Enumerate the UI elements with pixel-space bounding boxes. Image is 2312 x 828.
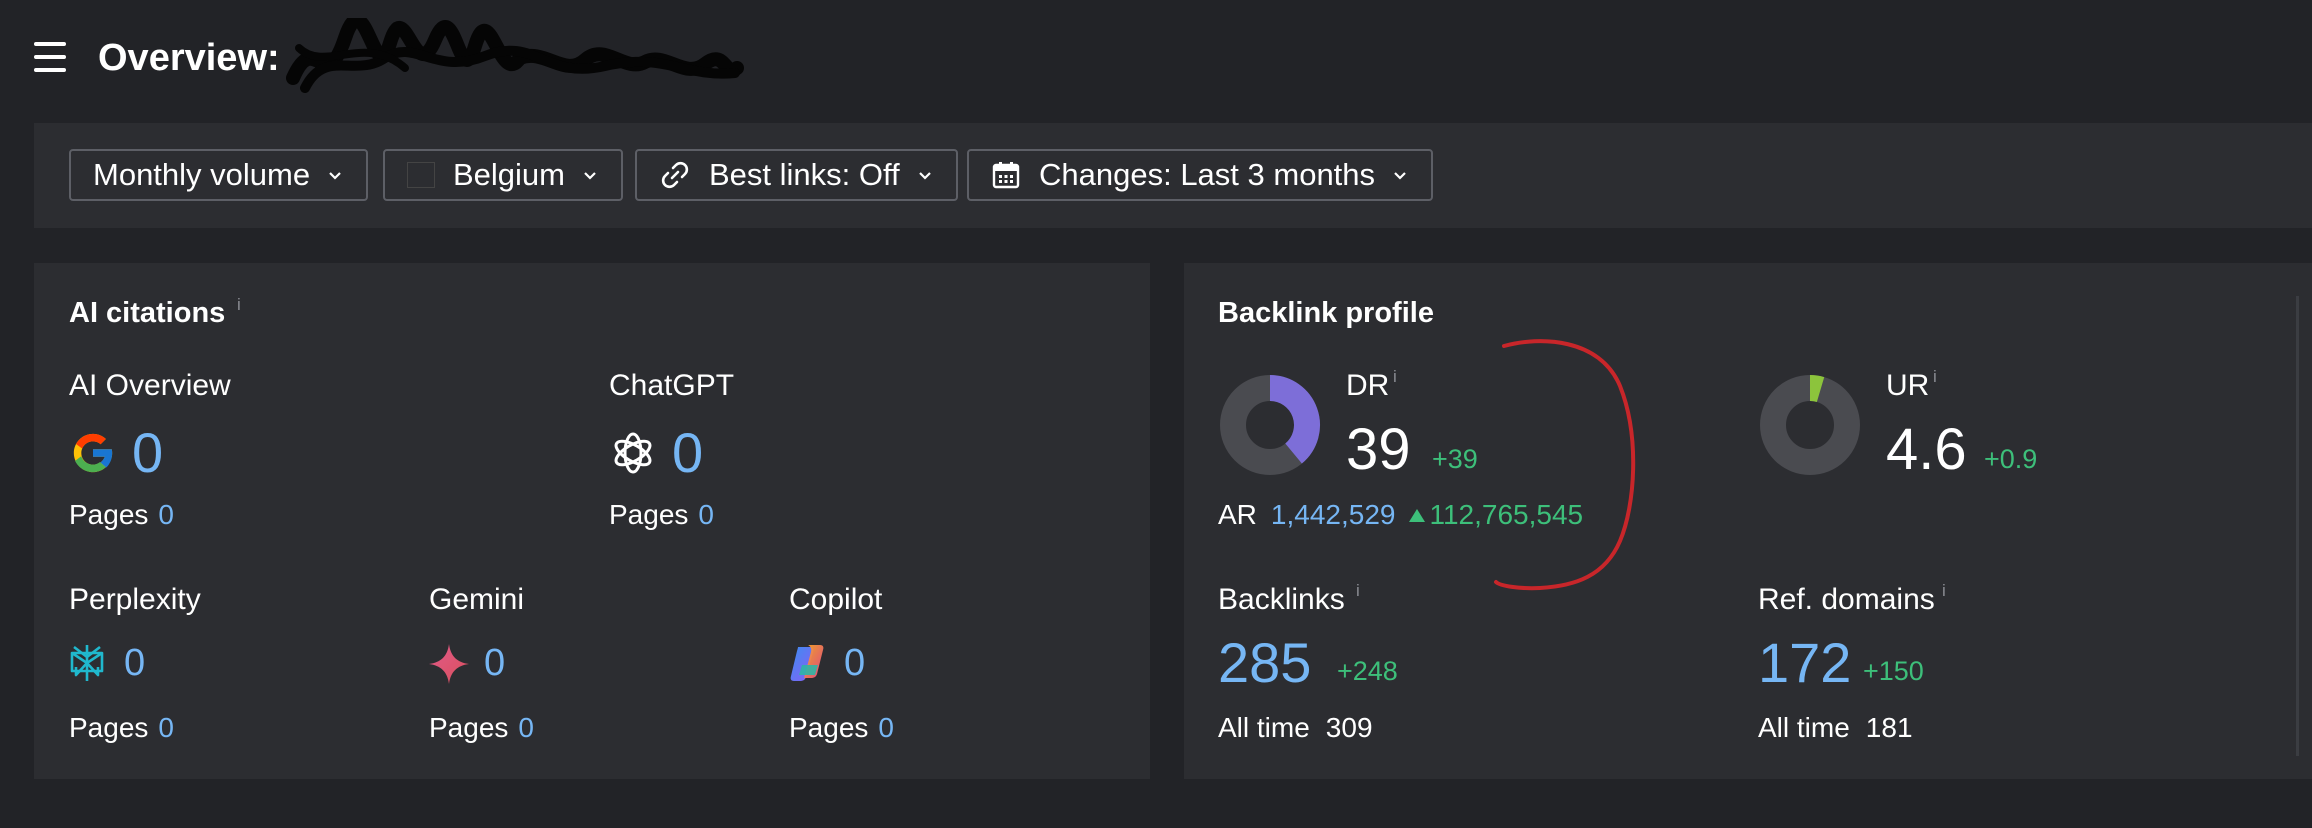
backlinks-delta: +248 xyxy=(1337,656,1398,686)
backlinks-value[interactable]: 285 xyxy=(1218,631,1312,694)
redaction-scribble xyxy=(286,18,744,93)
gemini-value[interactable]: 0 xyxy=(484,642,506,684)
perplexity-label: Perplexity xyxy=(69,583,201,616)
page-title: Overview: xyxy=(98,37,280,79)
ai-citations-card: AI citations i AI Overview 0 Pages 0 Chat… xyxy=(34,263,1150,779)
chatgpt-label: ChatGPT xyxy=(609,369,735,402)
chevron-down-icon xyxy=(584,172,596,180)
openai-icon xyxy=(614,432,652,474)
ref-domains-all-time-value: 181 xyxy=(1865,712,1913,743)
gemini-label: Gemini xyxy=(429,583,525,616)
country-dropdown[interactable]: Belgium xyxy=(383,149,623,201)
ur-delta: +0.9 xyxy=(1984,444,2038,474)
perplexity-value[interactable]: 0 xyxy=(124,642,146,684)
chatgpt-pages: Pages 0 xyxy=(609,499,714,531)
all-time-label: All time xyxy=(1218,712,1310,743)
red-annotation-mark xyxy=(1494,339,1636,591)
volume-label: Monthly volume xyxy=(93,157,311,192)
dr-value: 39 xyxy=(1346,417,1411,482)
ref-domains-delta: +150 xyxy=(1863,656,1924,686)
filter-bar: Monthly volume Belgium Best links: Off C… xyxy=(34,123,2312,228)
perplexity-pages: Pages 0 xyxy=(69,712,174,744)
chevron-down-icon xyxy=(329,172,341,180)
ur-donut-track xyxy=(1760,375,1860,475)
pages-label: Pages xyxy=(609,499,689,530)
ur-info-icon[interactable]: i xyxy=(1933,367,1937,386)
all-time-label: All time xyxy=(1758,712,1850,743)
gemini-icon xyxy=(429,644,469,684)
copilot-label: Copilot xyxy=(789,583,883,616)
pages-label: Pages xyxy=(789,712,869,743)
calendar-icon xyxy=(992,162,1020,189)
dr-donut-fill xyxy=(1269,375,1320,464)
copilot-pages: Pages 0 xyxy=(789,712,894,744)
chatgpt-value[interactable]: 0 xyxy=(672,421,704,484)
ref-domains-all-time: All time 181 xyxy=(1758,712,1913,744)
copilot-icon xyxy=(790,645,824,681)
dr-label: DR xyxy=(1346,369,1390,402)
link-icon xyxy=(661,161,689,189)
pages-label: Pages xyxy=(429,712,509,743)
ar-label: AR xyxy=(1218,499,1257,530)
ref-domains-label: Ref. domains xyxy=(1758,583,1935,616)
ai-citations-title: AI citations xyxy=(69,297,226,329)
chevron-down-icon xyxy=(918,172,931,180)
copilot-value[interactable]: 0 xyxy=(844,642,866,684)
menu-icon[interactable] xyxy=(34,42,66,72)
backlink-profile-title: Backlink profile xyxy=(1218,297,1434,329)
volume-dropdown[interactable]: Monthly volume xyxy=(69,149,369,201)
ref-domains-value[interactable]: 172 xyxy=(1758,631,1852,694)
ar-value[interactable]: 1,442,529 xyxy=(1270,499,1396,530)
dr-delta: +39 xyxy=(1432,444,1478,474)
pages-label: Pages xyxy=(69,712,149,743)
best-links-dropdown[interactable]: Best links: Off xyxy=(635,149,958,201)
dr-info-icon[interactable]: i xyxy=(1393,367,1397,386)
ar-delta-value: 112,765,545 xyxy=(1429,499,1584,530)
backlink-profile-card: Backlink profile DR i 39 +39 AR 1,442,529… xyxy=(1184,263,2312,779)
backlinks-info-icon[interactable]: i xyxy=(1356,581,1360,600)
ur-label: UR xyxy=(1886,369,1930,402)
perplexity-icon xyxy=(70,645,104,681)
ai-overview-pages-value[interactable]: 0 xyxy=(158,499,174,530)
ai-overview-value[interactable]: 0 xyxy=(132,421,164,484)
perplexity-pages-value[interactable]: 0 xyxy=(158,712,174,743)
scrollbar[interactable] xyxy=(2296,296,2299,756)
ur-donut-fill xyxy=(1809,374,1825,403)
changes-label: Changes: Last 3 months xyxy=(1039,157,1376,192)
backlinks-all-time-value: 309 xyxy=(1325,712,1373,743)
info-icon[interactable]: i xyxy=(237,295,241,314)
google-icon xyxy=(73,433,114,473)
ur-value: 4.6 xyxy=(1886,417,1967,482)
ar-row: AR 1,442,529 112,765,545 xyxy=(1218,499,1583,531)
pages-label: Pages xyxy=(69,499,149,530)
chatgpt-pages-value[interactable]: 0 xyxy=(698,499,714,530)
dr-donut-chart xyxy=(1220,375,1320,475)
belgium-flag-icon xyxy=(407,162,435,188)
backlinks-all-time: All time 309 xyxy=(1218,712,1373,744)
gemini-pages: Pages 0 xyxy=(429,712,534,744)
chevron-down-icon xyxy=(1394,172,1406,180)
best-links-label: Best links: Off xyxy=(709,157,900,192)
ai-overview-pages: Pages 0 xyxy=(69,499,174,531)
ar-delta: 112,765,545 xyxy=(1409,499,1583,530)
country-label: Belgium xyxy=(453,157,565,192)
ai-overview-label: AI Overview xyxy=(69,369,231,402)
gemini-pages-value[interactable]: 0 xyxy=(518,712,534,743)
up-arrow-icon xyxy=(1409,509,1426,522)
ur-donut-chart xyxy=(1760,374,1860,475)
copilot-pages-value[interactable]: 0 xyxy=(878,712,894,743)
changes-dropdown[interactable]: Changes: Last 3 months xyxy=(967,149,1434,201)
ref-domains-info-icon[interactable]: i xyxy=(1942,581,1946,600)
backlinks-label: Backlinks xyxy=(1218,583,1345,616)
